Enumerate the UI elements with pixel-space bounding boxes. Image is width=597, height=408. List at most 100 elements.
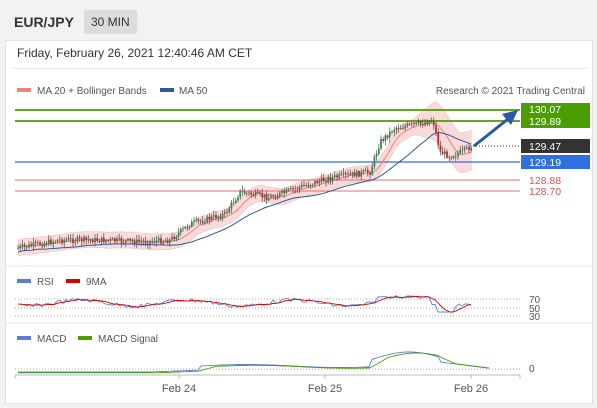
candle-body xyxy=(340,173,343,175)
candle-body xyxy=(432,121,435,126)
candle-body xyxy=(283,190,286,193)
candle-body xyxy=(182,228,184,229)
candle-body xyxy=(153,241,156,243)
candle-body xyxy=(135,239,138,245)
level-lines xyxy=(15,109,520,192)
rsi-label-70: 70 xyxy=(529,295,541,306)
ma20-legend-swatch xyxy=(17,88,31,92)
candle-body xyxy=(120,238,123,243)
candle-body xyxy=(338,174,341,178)
rsi-label-50: 50 xyxy=(529,304,541,315)
price-label-129-47-box xyxy=(521,139,590,153)
candle-body xyxy=(100,237,103,242)
candle-body xyxy=(300,184,303,187)
ma9-line xyxy=(17,295,472,313)
candle-body xyxy=(278,192,281,197)
ma20-line xyxy=(17,122,472,249)
candle-body xyxy=(221,213,224,219)
timeframe-button[interactable]: 30 MIN xyxy=(84,10,137,34)
candle-body xyxy=(465,146,468,148)
candle-body xyxy=(287,189,290,190)
price-label-129-19-box xyxy=(521,155,590,169)
candle-body xyxy=(421,123,424,126)
candle-body xyxy=(320,177,323,182)
candle-body xyxy=(94,237,96,243)
candle-body xyxy=(173,236,176,240)
price-label-130-07-box xyxy=(521,103,590,116)
candle-body xyxy=(96,237,99,241)
candle-body xyxy=(459,150,462,154)
candle-body xyxy=(353,172,356,177)
candle-body xyxy=(41,244,44,247)
candle-body xyxy=(28,244,30,248)
candle-body xyxy=(63,239,66,243)
candle-body xyxy=(419,121,422,124)
x-axis: Feb 24 Feb 25 Feb 26 xyxy=(14,374,521,395)
x-axis-label-feb24: Feb 24 xyxy=(162,383,196,395)
candle-body xyxy=(358,171,360,177)
candle-body xyxy=(91,239,94,243)
candle-body xyxy=(197,219,200,221)
candle-body xyxy=(21,244,24,247)
candle-body xyxy=(410,123,413,125)
candle-body xyxy=(111,238,114,240)
candle-body xyxy=(212,215,215,217)
price-label-130-07: 130.07 xyxy=(529,104,561,116)
candle-body xyxy=(294,188,297,190)
candle-body xyxy=(58,239,61,241)
candle-body xyxy=(296,188,299,190)
ma9-legend-swatch xyxy=(66,279,80,283)
candle-body xyxy=(234,200,237,203)
candle-body xyxy=(439,145,442,152)
candle-body xyxy=(193,220,195,222)
candle-body xyxy=(155,240,158,243)
candle-body xyxy=(72,238,74,243)
candle-body xyxy=(127,238,129,241)
candle-body xyxy=(347,173,349,175)
candle-body xyxy=(441,151,444,155)
candle-body xyxy=(175,236,178,240)
candle-body xyxy=(322,177,325,182)
candle-body xyxy=(237,197,239,201)
candle-body xyxy=(219,216,222,219)
candle-body xyxy=(131,240,134,242)
macd-legend-swatch xyxy=(17,336,31,340)
candle-body xyxy=(210,216,213,220)
candle-body xyxy=(272,196,275,198)
candle-body xyxy=(113,238,116,242)
candle-body xyxy=(67,238,70,240)
candle-body xyxy=(388,131,391,138)
price-label-129-19: 129.19 xyxy=(529,157,561,169)
candle-body xyxy=(232,202,235,204)
candle-body xyxy=(89,239,92,241)
candle-body xyxy=(102,237,105,243)
candle-body xyxy=(245,193,248,194)
candle-body xyxy=(452,156,455,159)
candle-body xyxy=(87,239,90,241)
candle-body xyxy=(39,242,41,245)
candle-body xyxy=(138,239,140,242)
candle-body xyxy=(373,156,376,167)
candle-body xyxy=(364,170,367,172)
rsi-label-30: 30 xyxy=(529,312,541,323)
candle-body xyxy=(124,240,127,243)
candle-body xyxy=(168,239,171,243)
candle-body xyxy=(305,185,308,186)
candle-body xyxy=(314,181,316,185)
candle-body xyxy=(179,228,182,233)
candle-body xyxy=(428,121,431,125)
candle-body xyxy=(230,202,233,209)
candle-body xyxy=(276,196,279,199)
macd-signal-legend-swatch xyxy=(78,336,92,340)
candle-body xyxy=(270,196,272,199)
forecast-arrow xyxy=(473,110,518,148)
candle-body xyxy=(435,125,437,133)
candle-body xyxy=(393,129,396,133)
candle-body xyxy=(360,171,363,177)
ma9-legend-label: 9MA xyxy=(86,277,107,288)
ma20-legend-label: MA 20 + Bollinger Bands xyxy=(37,86,147,97)
candle-body xyxy=(267,198,270,201)
price-label-128-70: 128.70 xyxy=(529,186,561,198)
candle-body xyxy=(146,243,149,245)
candle-body xyxy=(366,170,369,173)
